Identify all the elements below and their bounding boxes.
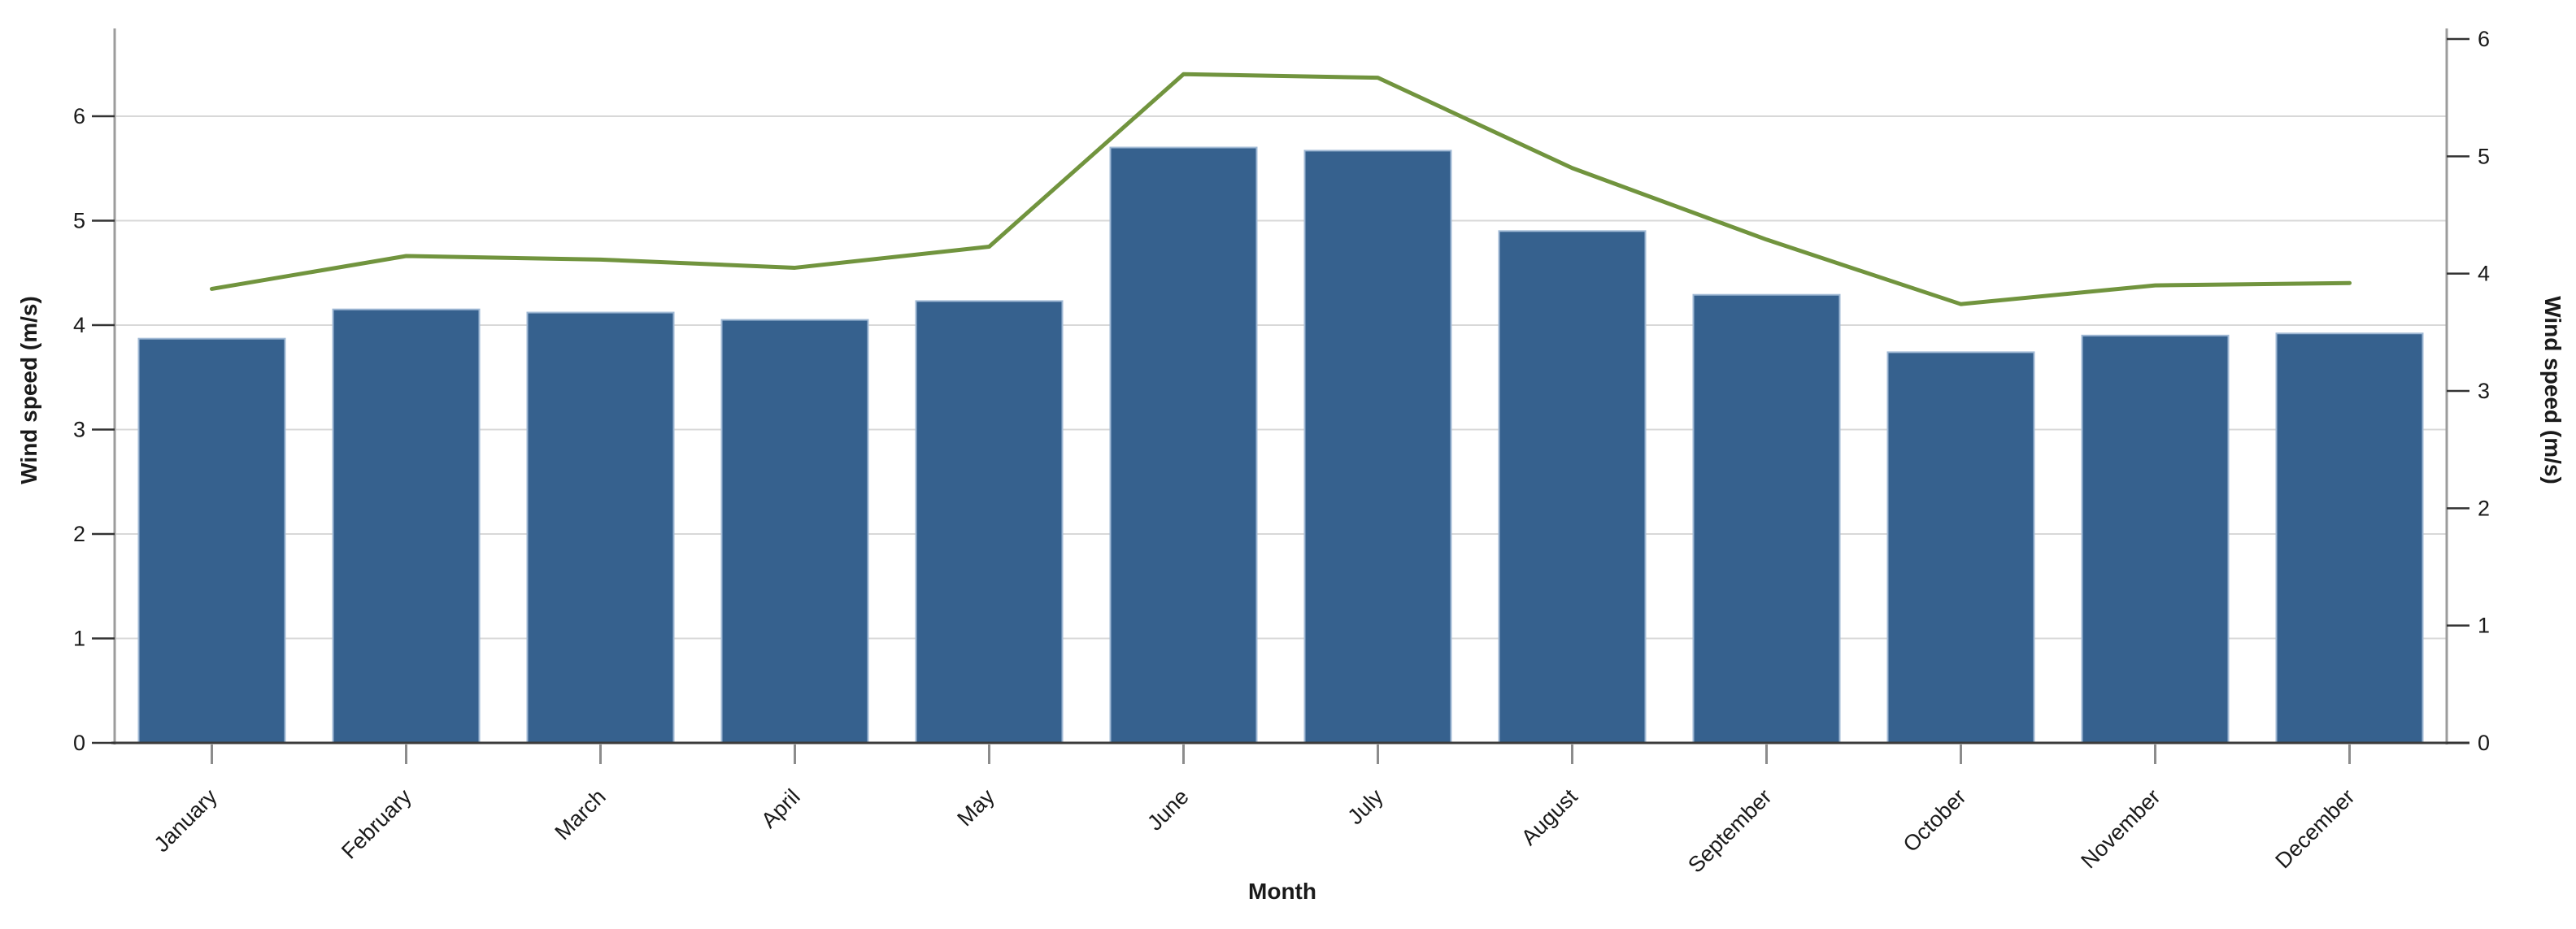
- x-tick-label-june: June: [1142, 784, 1194, 836]
- left-tick-label-5: 5: [73, 208, 85, 232]
- x-tick-label-march: March: [550, 784, 610, 844]
- left-tick-label-0: 0: [73, 731, 85, 755]
- x-tick-label-october: October: [1899, 784, 1971, 857]
- bar-august: [1498, 230, 1647, 744]
- left-tick-label-3: 3: [73, 417, 85, 441]
- left-tick-label-6: 6: [73, 104, 85, 128]
- bar-october: [1886, 351, 2035, 744]
- left-y-axis-title: Wind speed (m/s): [16, 296, 41, 484]
- left-tick-label-4: 4: [73, 313, 85, 337]
- bar-series-layer: [137, 146, 2424, 744]
- right-tick-label-3: 3: [2478, 379, 2490, 403]
- x-tick-label-february: February: [337, 784, 416, 864]
- bar-march: [526, 311, 675, 744]
- right-tick-label-6: 6: [2478, 27, 2490, 51]
- right-tick-label-5: 5: [2478, 144, 2490, 168]
- bar-september: [1692, 293, 1841, 744]
- x-tick-label-may: May: [952, 784, 999, 831]
- x-tick-label-april: April: [756, 784, 804, 832]
- right-tick-label-4: 4: [2478, 262, 2490, 286]
- x-tick-label-august: August: [1516, 784, 1582, 850]
- bar-july: [1303, 150, 1452, 744]
- x-axis-title: Month: [1248, 879, 1316, 904]
- wind-speed-line: [210, 72, 2352, 306]
- bar-june: [1109, 146, 1258, 744]
- bar-february: [332, 308, 481, 744]
- x-tick-label-september: September: [1683, 784, 1777, 878]
- left-tick-label-2: 2: [73, 522, 85, 546]
- x-tick-label-january: January: [150, 784, 222, 857]
- x-tick-label-november: November: [2076, 784, 2165, 873]
- bar-december: [2275, 332, 2424, 744]
- bar-april: [720, 319, 869, 744]
- line-series-layer: [210, 72, 2352, 306]
- gridline-layer: [115, 115, 2447, 640]
- right-tick-label-1: 1: [2478, 614, 2490, 638]
- x-tick-label-july: July: [1343, 784, 1389, 830]
- bar-november: [2081, 334, 2230, 744]
- left-tick-label-1: 1: [73, 626, 85, 650]
- right-y-axis-title: Wind speed (m/s): [2540, 296, 2565, 484]
- x-tick-label-december: December: [2270, 784, 2359, 873]
- right-tick-label-0: 0: [2478, 731, 2490, 755]
- bar-may: [915, 300, 1064, 744]
- bar-january: [137, 337, 286, 744]
- right-tick-label-2: 2: [2478, 496, 2490, 520]
